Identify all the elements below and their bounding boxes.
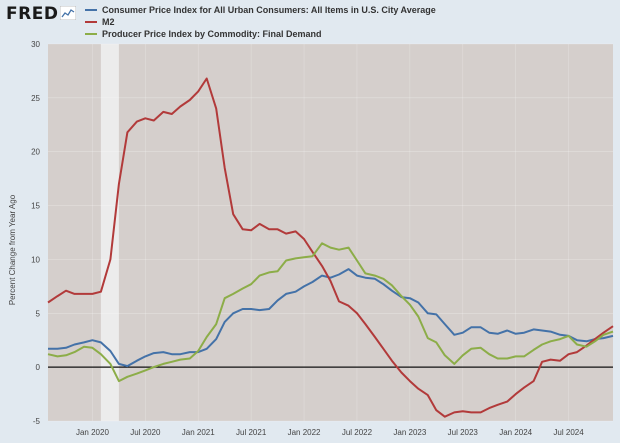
x-tick-label: Jan 2021 <box>182 428 215 437</box>
chart-legend: Consumer Price Index for All Urban Consu… <box>85 4 436 40</box>
legend-label-m2: M2 <box>102 17 115 27</box>
legend-swatch-ppi <box>85 33 97 35</box>
x-tick-label: Jul 2023 <box>448 428 479 437</box>
m2-series-line <box>47 77 614 418</box>
legend-swatch-m2 <box>85 21 97 23</box>
y-tick-label: 10 <box>31 255 40 264</box>
y-tick-label: -5 <box>33 417 41 426</box>
legend-item-ppi: Producer Price Index by Commodity: Final… <box>85 28 436 40</box>
x-tick-label: Jan 2024 <box>499 428 532 437</box>
y-tick-label: 0 <box>36 363 41 372</box>
y-tick-label: 25 <box>31 94 40 103</box>
recession-band <box>100 44 119 421</box>
x-tick-label: Jul 2022 <box>342 428 373 437</box>
cpi-series-line <box>48 268 614 368</box>
y-tick-label: 5 <box>36 309 41 318</box>
plot-area <box>48 44 613 421</box>
x-tick-label: Jan 2020 <box>76 428 109 437</box>
ppi-series-line <box>47 242 614 383</box>
legend-swatch-cpi <box>85 9 97 11</box>
chart-header: FRED Consumer Price Index for All Urban … <box>0 0 620 40</box>
x-tick-label: Jul 2024 <box>553 428 584 437</box>
y-tick-label: 30 <box>31 40 40 49</box>
x-tick-label: Jan 2022 <box>288 428 321 437</box>
chart-line-icon <box>60 6 76 20</box>
x-tick-label: Jul 2021 <box>236 428 267 437</box>
legend-item-m2: M2 <box>85 16 436 28</box>
legend-label-cpi: Consumer Price Index for All Urban Consu… <box>102 5 436 15</box>
legend-label-ppi: Producer Price Index by Commodity: Final… <box>102 29 322 39</box>
fred-logo: FRED <box>6 4 59 24</box>
y-tick-label: 20 <box>31 148 40 157</box>
x-tick-label: Jul 2020 <box>130 428 161 437</box>
y-tick-label: 15 <box>31 202 40 211</box>
legend-item-cpi: Consumer Price Index for All Urban Consu… <box>85 4 436 16</box>
x-tick-label: Jan 2023 <box>393 428 426 437</box>
